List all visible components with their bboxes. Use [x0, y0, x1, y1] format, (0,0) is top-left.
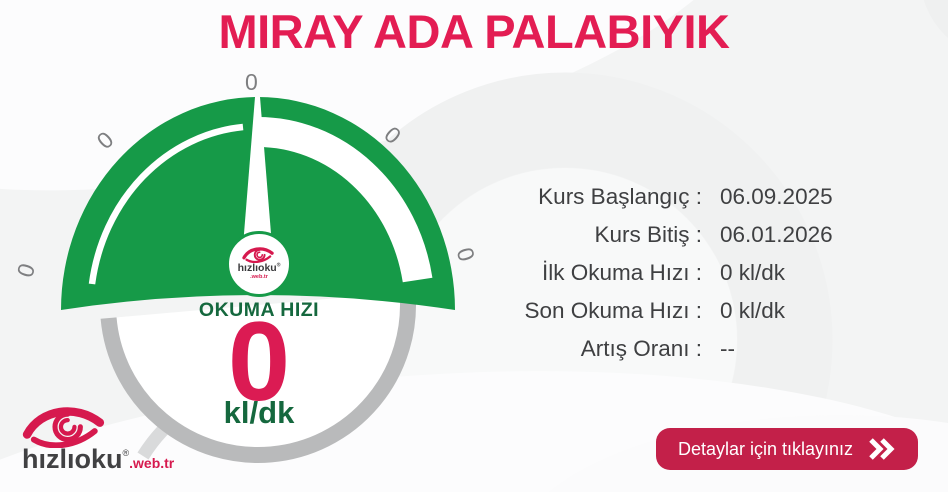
registered-mark: ®: [122, 448, 130, 458]
gauge-value: 0: [227, 299, 291, 424]
gauge-caption: OKUMA HIZI: [198, 299, 320, 321]
detail-value: 06.01.2026: [720, 222, 833, 247]
detail-label: Kurs Başlangıç :: [538, 184, 702, 209]
brand-name: hızlıoku: [22, 444, 123, 474]
reading-speed-gauge: [61, 97, 455, 463]
detail-row-first-speed: İlk Okuma Hızı : 0 kl/dk: [480, 254, 926, 292]
brand-logo[interactable]: hızlıoku ® .web.tr: [22, 404, 174, 473]
double-chevron-right-icon: [869, 438, 895, 460]
detail-value: 06.09.2025: [720, 184, 833, 209]
gauge-unit: kl/dk: [223, 395, 295, 430]
gauge-needle: [243, 97, 272, 246]
eye-icon: [22, 407, 105, 448]
brand-domain: .web.tr: [129, 455, 175, 471]
details-button-label: Detaylar için tıklayınız: [677, 438, 854, 459]
detail-label: İlk Okuma Hızı :: [541, 260, 702, 285]
eye-icon: [242, 247, 274, 264]
detail-value: --: [720, 336, 735, 361]
gauge-empty-track: [257, 117, 433, 283]
detail-label: Kurs Bitiş :: [594, 222, 702, 247]
detail-row-course-end: Kurs Bitiş : 06.01.2026: [480, 216, 926, 254]
page-title: MIRAY ADA PALABIYIK: [218, 5, 730, 58]
gauge-center-logo: hızlıoku® .web.tr: [226, 231, 292, 297]
registered-mark: ®: [276, 262, 281, 269]
course-details-panel: Kurs Başlangıç : 06.09.2025 Kurs Bitiş :…: [480, 178, 926, 368]
gauge-tick: 0: [245, 69, 258, 95]
detail-label: Son Okuma Hızı :: [524, 298, 702, 323]
gauge-logo-name: hızlıoku: [237, 262, 277, 275]
detail-value: 0 kl/dk: [720, 260, 786, 285]
gauge-inner-arc-line: [88, 123, 244, 285]
details-button[interactable]: Detaylar için tıklayınız: [656, 428, 918, 470]
detail-row-last-speed: Son Okuma Hızı : 0 kl/dk: [480, 292, 926, 330]
gauge-logo-domain: .web.tr: [250, 273, 268, 280]
gauge-bottom-ring: [100, 291, 416, 463]
detail-row-increase-rate: Artış Oranı : --: [480, 330, 926, 368]
detail-row-course-start: Kurs Başlangıç : 06.09.2025: [480, 178, 926, 216]
detail-label: Artış Oranı :: [580, 336, 702, 361]
detail-value: 0 kl/dk: [720, 298, 786, 323]
